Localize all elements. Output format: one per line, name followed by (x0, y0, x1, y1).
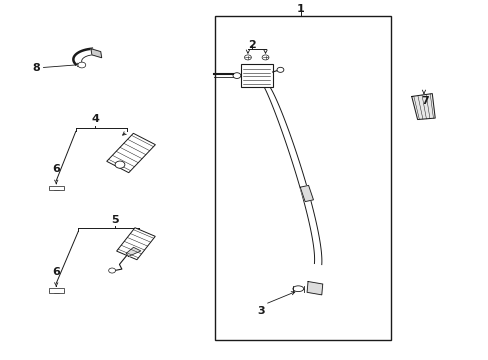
Polygon shape (91, 49, 102, 58)
Circle shape (262, 55, 268, 60)
Polygon shape (300, 185, 313, 202)
Circle shape (108, 268, 115, 273)
Text: 6: 6 (52, 164, 60, 174)
Ellipse shape (292, 286, 303, 292)
Text: 2: 2 (247, 40, 255, 50)
Polygon shape (306, 282, 322, 295)
Text: 3: 3 (257, 306, 265, 316)
Bar (49, 186, 63, 190)
Text: 6: 6 (52, 267, 60, 277)
Circle shape (276, 67, 283, 72)
Bar (116, 228, 155, 260)
Bar (106, 133, 155, 173)
Circle shape (244, 55, 251, 60)
Text: 5: 5 (111, 215, 119, 225)
Circle shape (78, 62, 85, 68)
Text: 1: 1 (296, 4, 304, 14)
Polygon shape (411, 94, 434, 120)
Text: 8: 8 (33, 63, 41, 73)
Bar (49, 288, 63, 293)
Circle shape (115, 161, 124, 168)
Bar (215, 16, 390, 340)
Circle shape (233, 73, 241, 78)
Bar (240, 64, 272, 87)
Text: 7: 7 (421, 96, 428, 106)
Polygon shape (126, 247, 141, 256)
Text: 4: 4 (91, 114, 99, 124)
